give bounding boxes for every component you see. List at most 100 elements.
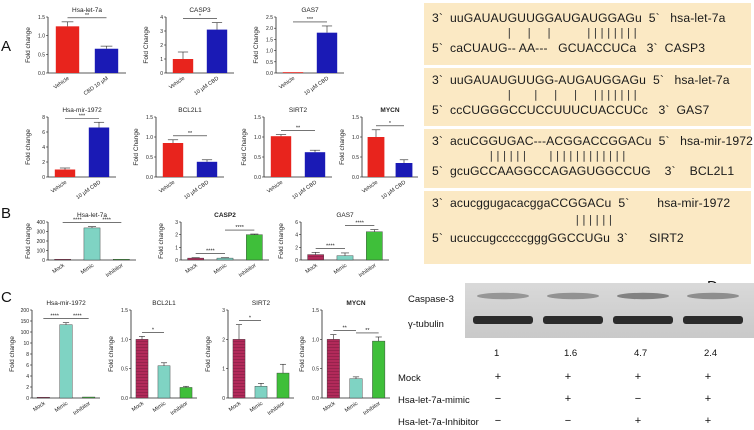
y-tick-label: 0.0: [121, 396, 128, 402]
y-axis-label: Fold Change: [253, 26, 260, 64]
y-tick-label: 1.5: [266, 37, 273, 43]
chart-a-hsa-mir-1972: Hsa-mir-1972 Fold change 0 2 4 6 8 Vehicle 10 µM…: [22, 103, 122, 203]
y-tick-label: 4: [42, 145, 45, 151]
x-tick-label: Vehicle: [53, 76, 71, 91]
y-tick-label: 400: [37, 220, 46, 226]
bar-vehicle: [172, 59, 194, 73]
y-tick-label: 0: [42, 258, 45, 264]
panel-label-b: B: [1, 205, 12, 222]
y-tick-label: 2: [26, 385, 29, 391]
chart-b-gas7: GAS7 Fold change 0 2 4 6 Mock Mimic Inhibitor ***…: [275, 208, 395, 288]
y-axis-label: Fold Change: [143, 26, 150, 64]
chart-c-bcl2l1: BCL2L1 Fold change 0.0 0.5 1.0 1.5 Mock Mimic In…: [105, 296, 203, 426]
bar-vehicle: [54, 169, 76, 177]
x-tick-label: Mimic: [213, 263, 228, 276]
caspase-3-band: [617, 292, 669, 300]
x-tick-label: 10 µM CBD: [291, 180, 318, 201]
x-tick-label: 10 µM CBD: [380, 180, 407, 201]
panel-label-c: C: [1, 289, 12, 306]
bar-vehicle: [282, 72, 304, 73]
y-tick-label: 0: [160, 71, 163, 77]
chart-title: Hsa-let-7a: [72, 7, 102, 14]
y-axis-label: Fold change: [299, 336, 306, 372]
band-label-caspase-3: Caspase-3: [408, 294, 454, 305]
caspase-3-band: [477, 292, 529, 300]
x-tick-label: 10 µM CBD: [193, 76, 220, 97]
bar-10-m-cbd: [88, 127, 110, 177]
significance-label: *: [152, 327, 155, 333]
bar-vehicle: [55, 26, 80, 73]
y-axis-label: Fold change: [25, 129, 32, 165]
x-tick-label: Mimic: [54, 401, 69, 414]
chart-svg: MYCN Fold change 0.0 0.5 1.0 1.5 Mock Mimic Inhi…: [299, 300, 390, 417]
chart-a-gas7: GAS7 Fold Change 0.0 0.5 1.0 1.5 2.0 2.5 Vehicle…: [250, 3, 350, 99]
alignment-3-pairs: |||||| ||||||||||||: [488, 149, 628, 162]
y-tick-label: 2.5: [266, 15, 273, 21]
bar-mimic: [83, 227, 101, 261]
bar-mimic: [349, 378, 363, 399]
y-tick-label: 0: [26, 396, 29, 402]
y-tick-label: 2.0: [266, 26, 273, 32]
significance-label: *: [199, 14, 202, 20]
blot-image: [465, 283, 754, 338]
y-tick-label: 150: [21, 319, 30, 325]
blot-background: [465, 283, 754, 338]
chart-title: CASP2: [214, 212, 236, 219]
chart-title: GAS7: [336, 212, 354, 219]
sign-inhibitor-1: −: [494, 415, 502, 427]
chart-title: SIRT2: [252, 300, 271, 307]
y-tick-label: 1.0: [352, 135, 359, 141]
x-tick-label: Inhibitor: [358, 263, 378, 279]
chart-svg: CASP3 Fold Change 0 1 2 3 4 Vehicle 10 µM CBD *: [143, 7, 234, 97]
y-axis-label: Fold change: [25, 27, 32, 63]
western-blot-panel: Caspase-3 γ-tubulin 1 1.6 4.7 2.4 Mock H…: [392, 283, 754, 430]
y-tick-label: 8: [42, 115, 45, 121]
significance-label: ****: [102, 218, 111, 224]
y-tick-label: 1.0: [121, 337, 128, 343]
y-tick-label: 200: [37, 239, 46, 245]
chart-title: GAS7: [301, 7, 319, 14]
y-tick-label: 3: [222, 308, 225, 314]
bar-inhibitor: [246, 234, 263, 261]
chart-a-sirt2: SIRT2 Fold Change 0.0 0.5 1.0 1.5 Vehicle 10 µM…: [238, 103, 338, 203]
significance-label: ****: [73, 314, 82, 320]
bar-vehicle: [162, 143, 184, 177]
bar-10-m-cbd: [316, 32, 338, 73]
y-tick-label: 2: [160, 43, 163, 49]
y-tick-label: 2: [222, 337, 225, 343]
y-tick-label: 1: [175, 245, 178, 251]
chart-svg: MYCN Fold change 0.0 0.5 1.0 1.5 Vehicle 10 µM …: [339, 107, 418, 201]
alignment-4-mirna: 3` acucggugacacggaCCGGACu 5` hsa-mir-197…: [432, 196, 731, 210]
bar-mimic: [216, 257, 234, 261]
significance-label: **: [85, 13, 90, 19]
chart-svg: CASP2 Fold change 0 1 2 3 Mock Mimic Inhibitor **…: [158, 212, 269, 279]
y-tick-label: 2: [42, 160, 45, 166]
y-tick-label: 0.5: [312, 367, 319, 373]
y-tick-label: 0.5: [146, 155, 153, 161]
y-tick-label: 1.5: [312, 308, 319, 314]
chart-b-hsa-let-7a: Hsa-let-7a Fold change 0 100 200 300 400 Mock Mi…: [22, 208, 142, 288]
row-label-mock: Mock: [398, 373, 421, 384]
y-axis-label: Fold Change: [241, 128, 248, 166]
x-tick-label: Vehicle: [278, 76, 296, 91]
chart-title: SIRT2: [289, 107, 308, 114]
y-tick-label: 0.0: [312, 396, 319, 402]
x-tick-label: Vehicle: [361, 180, 379, 195]
y-tick-label: 2: [295, 245, 298, 251]
y-tick-label: 0.0: [146, 175, 153, 181]
sign-mimic-3: −: [634, 393, 642, 405]
x-tick-label: Mock: [305, 263, 319, 276]
x-tick-label: Vehicle: [158, 180, 176, 195]
quant-3: 4.7: [634, 348, 648, 359]
bar-mock: [187, 257, 204, 261]
significance-label: ****: [235, 225, 244, 231]
y-axis-label: Fold change: [158, 223, 165, 259]
chart-title: CASP3: [189, 7, 211, 14]
chart-title: BCL2L1: [178, 107, 202, 114]
bar-mimic: [336, 255, 354, 261]
x-tick-label: Inhibitor: [362, 401, 382, 417]
y-tick-label: 1.5: [254, 115, 261, 121]
x-tick-label: Inhibitor: [238, 263, 258, 279]
significance-label: ****: [355, 221, 364, 227]
y-tick-label: 4: [26, 374, 29, 380]
